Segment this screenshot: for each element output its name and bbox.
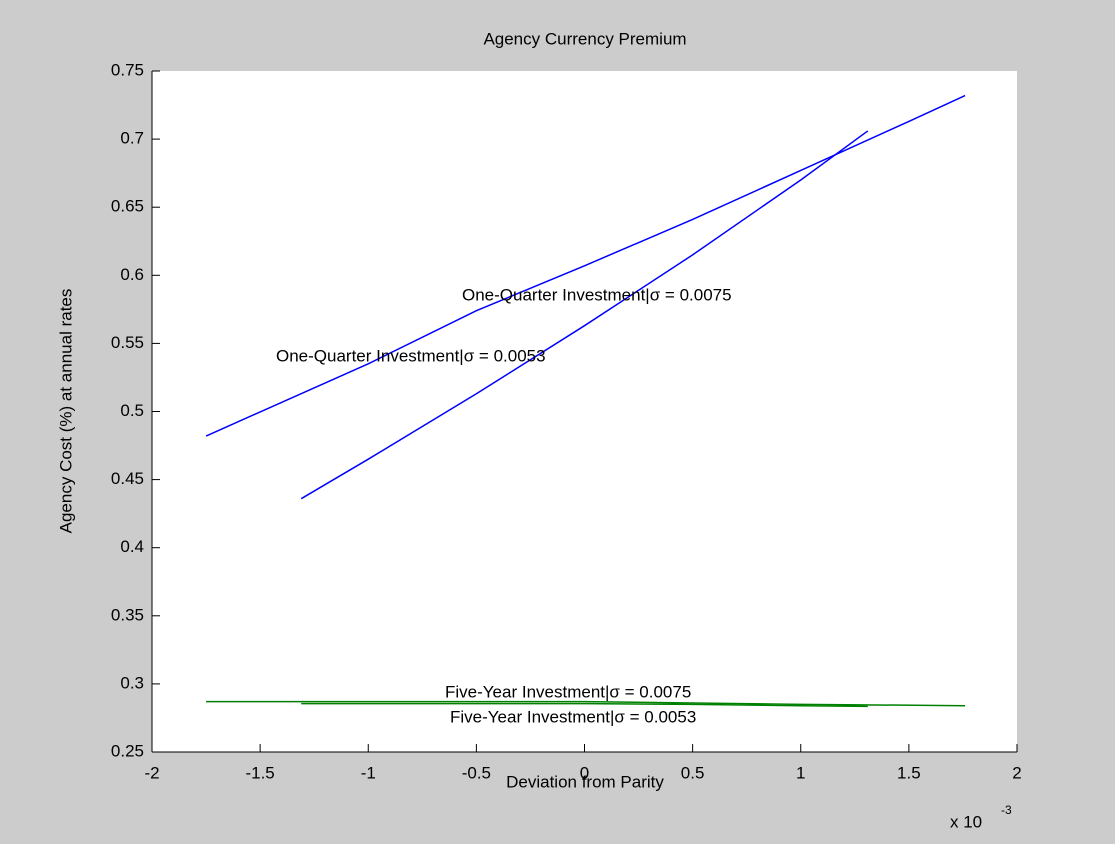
x-tick-label: 1.5 — [897, 763, 921, 782]
y-axis-label: Agency Cost (%) at annual rates — [56, 289, 75, 534]
y-tick-label: 0.3 — [120, 673, 144, 692]
plot-area — [152, 71, 1017, 752]
y-tick-label: 0.65 — [111, 197, 144, 216]
series-line — [301, 702, 868, 708]
y-tick-label: 0.25 — [111, 741, 144, 760]
x-axis-label: Deviation from Parity — [506, 772, 664, 791]
chart-title: Agency Currency Premium — [483, 29, 686, 48]
y-tick-label: 0.5 — [120, 401, 144, 420]
annotation: One-Quarter Investment|σ = 0.0075 — [462, 285, 732, 304]
x-tick-label: 1 — [796, 763, 805, 782]
series-line — [205, 94, 966, 437]
series-line — [300, 130, 869, 500]
y-tick-label: 0.7 — [120, 129, 144, 148]
x-tick-label: -1.5 — [245, 763, 274, 782]
annotation: One-Quarter Investment|σ = 0.0053 — [276, 346, 546, 365]
x-tick-label: 0.5 — [681, 763, 705, 782]
annotation: Five-Year Investment|σ = 0.0075 — [445, 682, 691, 701]
series-line — [206, 700, 966, 707]
x-multiplier: x 10 — [950, 812, 982, 831]
x-tick-label: -0.5 — [462, 763, 491, 782]
x-tick-label: 2 — [1012, 763, 1021, 782]
y-tick-label: 0.35 — [111, 605, 144, 624]
annotation: Five-Year Investment|σ = 0.0053 — [450, 707, 696, 726]
x-tick-label: -1 — [361, 763, 376, 782]
y-tick-label: 0.4 — [120, 537, 144, 556]
x-tick-label: -2 — [144, 763, 159, 782]
y-tick-label: 0.55 — [111, 333, 144, 352]
y-tick-label: 0.45 — [111, 469, 144, 488]
y-tick-label: 0.6 — [120, 265, 144, 284]
y-tick-label: 0.75 — [111, 60, 144, 79]
x-multiplier-exponent: -3 — [1001, 803, 1012, 817]
x-tick-label: 0 — [580, 763, 589, 782]
